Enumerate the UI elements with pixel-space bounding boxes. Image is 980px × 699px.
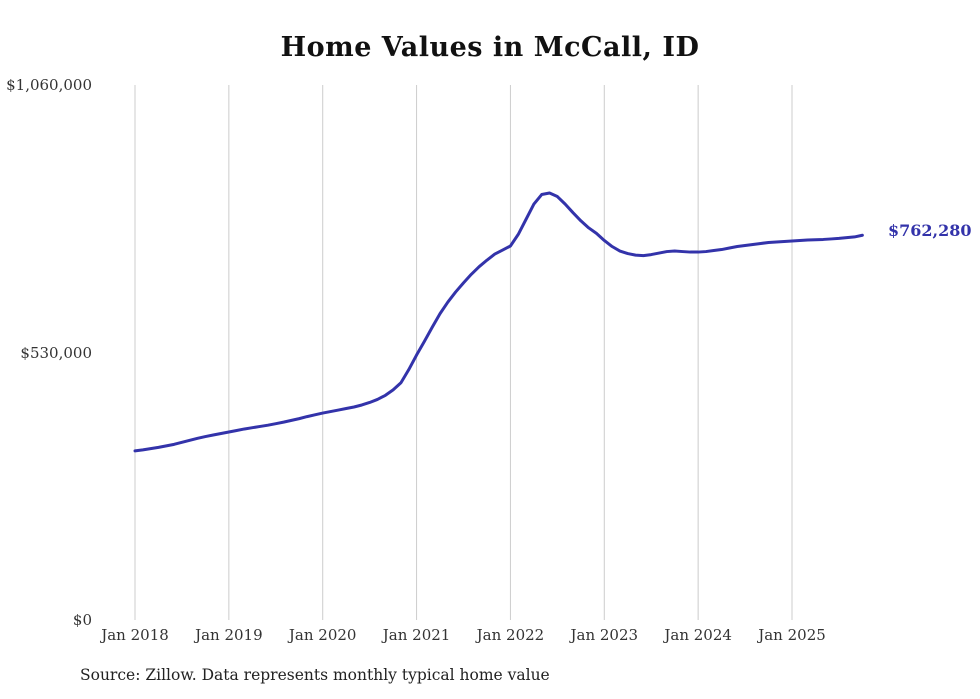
x-axis-tick-label: Jan 2018 [99,626,169,644]
x-axis-tick-label: Jan 2023 [569,626,639,644]
x-axis-tick-label: Jan 2022 [475,626,545,644]
home-value-line [133,191,864,453]
y-axis-tick-top: $1,060,000 [6,76,92,94]
y-axis-tick-bottom: $0 [72,611,92,629]
x-axis-tick-label: Jan 2021 [381,626,451,644]
current-value-label: $762,280 [888,221,972,240]
x-axis-tick-label: Jan 2024 [662,626,732,644]
x-axis-tick-label: Jan 2019 [193,626,263,644]
chart-title: Home Values in McCall, ID [280,32,700,63]
x-axis-tick-label: Jan 2020 [287,626,357,644]
source-note: Source: Zillow. Data represents monthly … [80,666,550,684]
x-axis-tick-label: Jan 2025 [756,626,826,644]
y-axis-tick-middle: $530,000 [20,344,92,362]
